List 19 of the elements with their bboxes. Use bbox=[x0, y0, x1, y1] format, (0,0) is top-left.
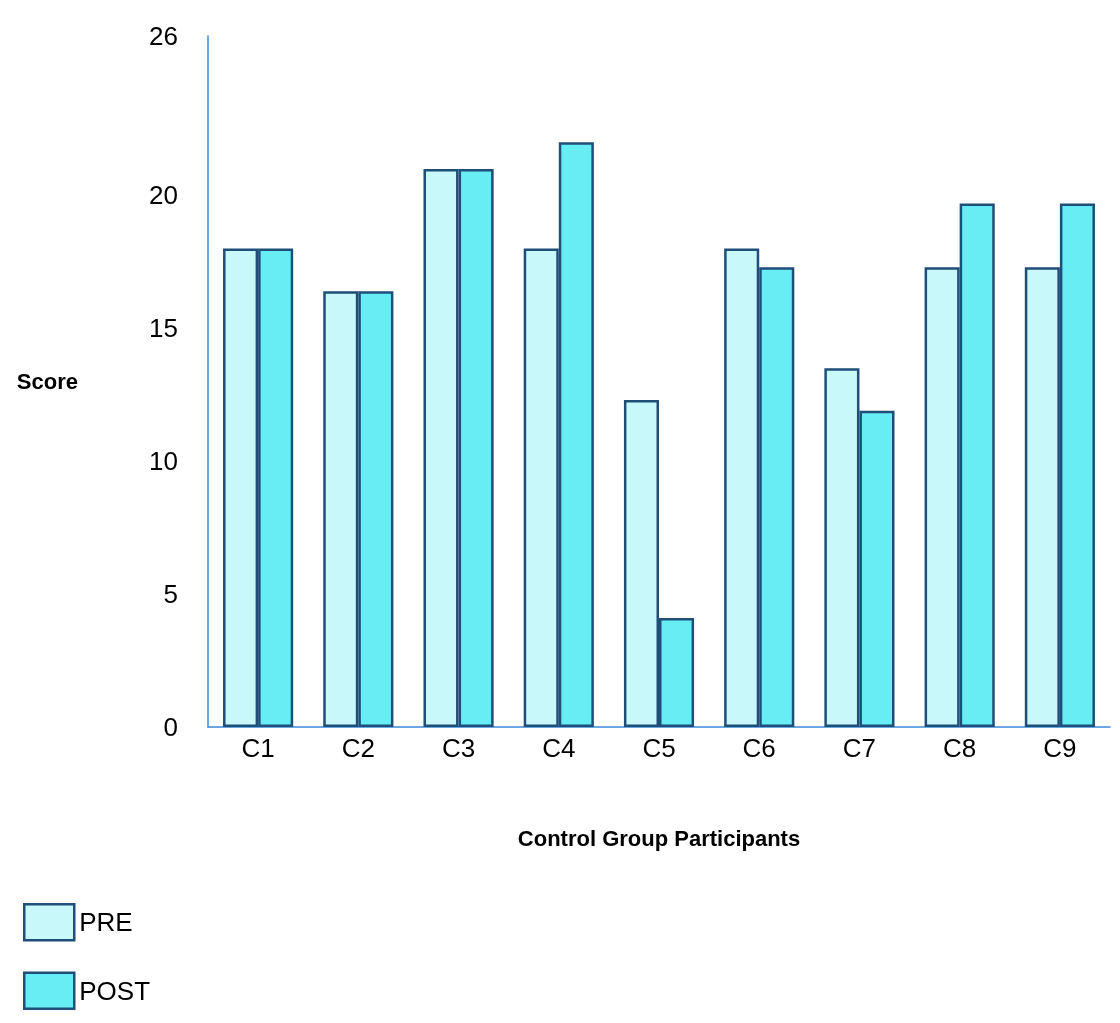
x-tick-label: C3 bbox=[441, 733, 476, 763]
legend-label: POST bbox=[79, 975, 151, 1006]
x-axis-title: Control Group Participants bbox=[517, 825, 801, 851]
legend-label: PRE bbox=[79, 907, 133, 938]
x-tick-label: C1 bbox=[241, 733, 275, 763]
x-tick-label: C9 bbox=[1043, 733, 1077, 763]
x-tick-label: C7 bbox=[842, 733, 877, 763]
y-tick-label: 15 bbox=[149, 313, 178, 344]
y-tick-label: 5 bbox=[163, 579, 178, 610]
x-tick-label: C2 bbox=[341, 733, 375, 763]
y-tick-label: 26 bbox=[149, 21, 178, 51]
y-tick-label: 20 bbox=[149, 180, 178, 211]
x-tick-label: C6 bbox=[742, 733, 776, 763]
y-tick-label: 0 bbox=[163, 712, 178, 742]
x-tick-label: C8 bbox=[943, 733, 977, 763]
y-axis-title: Score bbox=[16, 369, 78, 394]
x-tick-label: C5 bbox=[642, 733, 676, 763]
y-tick-label: 10 bbox=[149, 446, 178, 477]
x-tick-label: C4 bbox=[542, 733, 576, 763]
